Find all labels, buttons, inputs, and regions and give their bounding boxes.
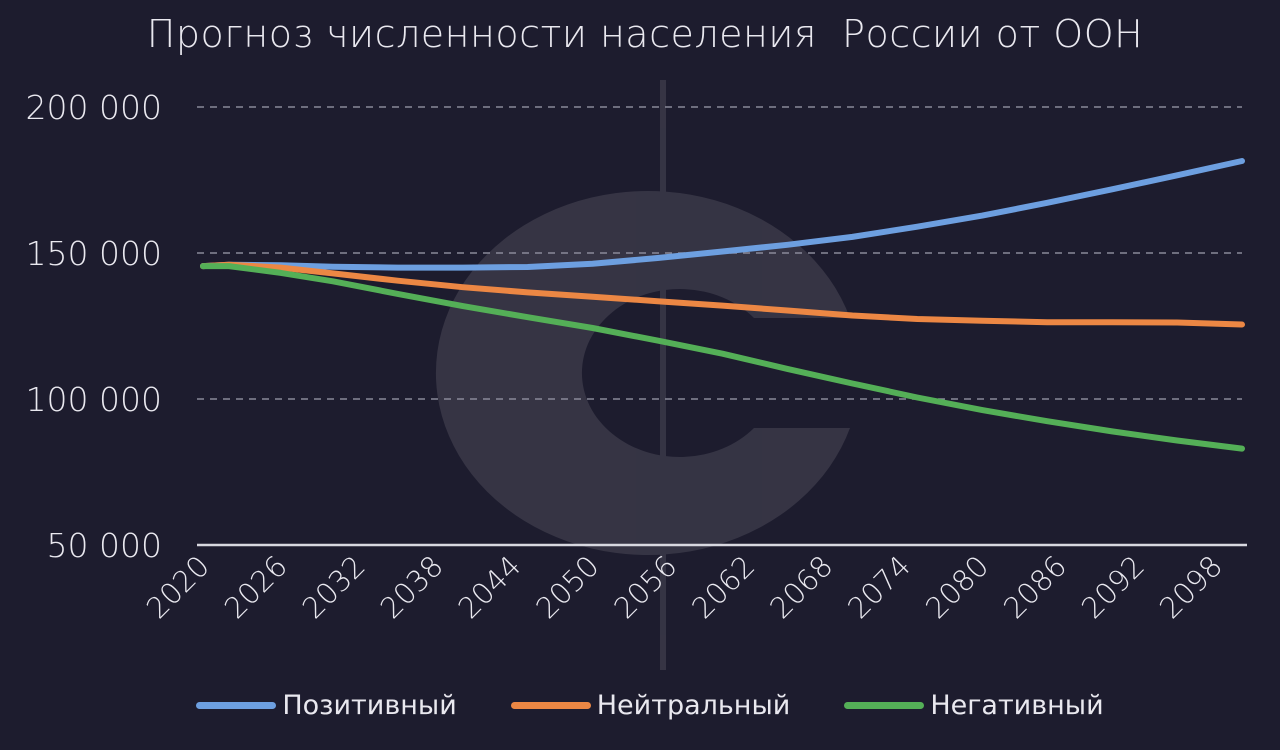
legend-swatch-neutral [510,702,591,709]
series-line-1 [200,158,1245,271]
series-line-3 [200,263,1245,452]
x-tick-label: 2092 [1075,549,1151,625]
x-tick-label: 2032 [296,549,372,625]
legend-swatch-negative [844,702,925,709]
series-line-2 [200,261,1245,328]
x-tick-label: 2080 [919,549,995,625]
x-tick-label: 2068 [763,549,839,625]
legend-label-negative: Негативный [930,690,1104,721]
y-tick-label: 50 000 [47,526,162,565]
legend-item-negative[interactable]: Негативный [844,690,1104,721]
chart-title: Прогноз численности населения России от … [146,12,1144,56]
legend-swatch-positive [196,702,277,709]
y-tick-label: 150 000 [26,234,162,273]
x-tick-label: 2038 [373,549,449,625]
x-tick-label: 2026 [218,549,294,625]
legend-item-positive[interactable]: Позитивный [196,690,457,721]
x-tick-label: 2086 [997,549,1073,625]
watermark-logo [435,80,850,670]
legend-label-neutral: Нейтральный [596,690,791,721]
x-tick-label: 2056 [607,549,683,625]
x-tick-label: 2050 [529,549,605,625]
y-tick-label: 100 000 [26,380,162,419]
legend-label-positive: Позитивный [282,690,457,721]
x-tick-label: 2098 [1153,549,1229,625]
legend-item-neutral[interactable]: Нейтральный [510,690,791,721]
y-tick-label: 200 000 [26,88,162,127]
x-tick-label: 2074 [841,549,917,625]
legend: Позитивный Нейтральный Негативный [0,690,1280,721]
x-tick-label: 2062 [685,549,761,625]
x-tick-label: 2044 [451,549,527,625]
